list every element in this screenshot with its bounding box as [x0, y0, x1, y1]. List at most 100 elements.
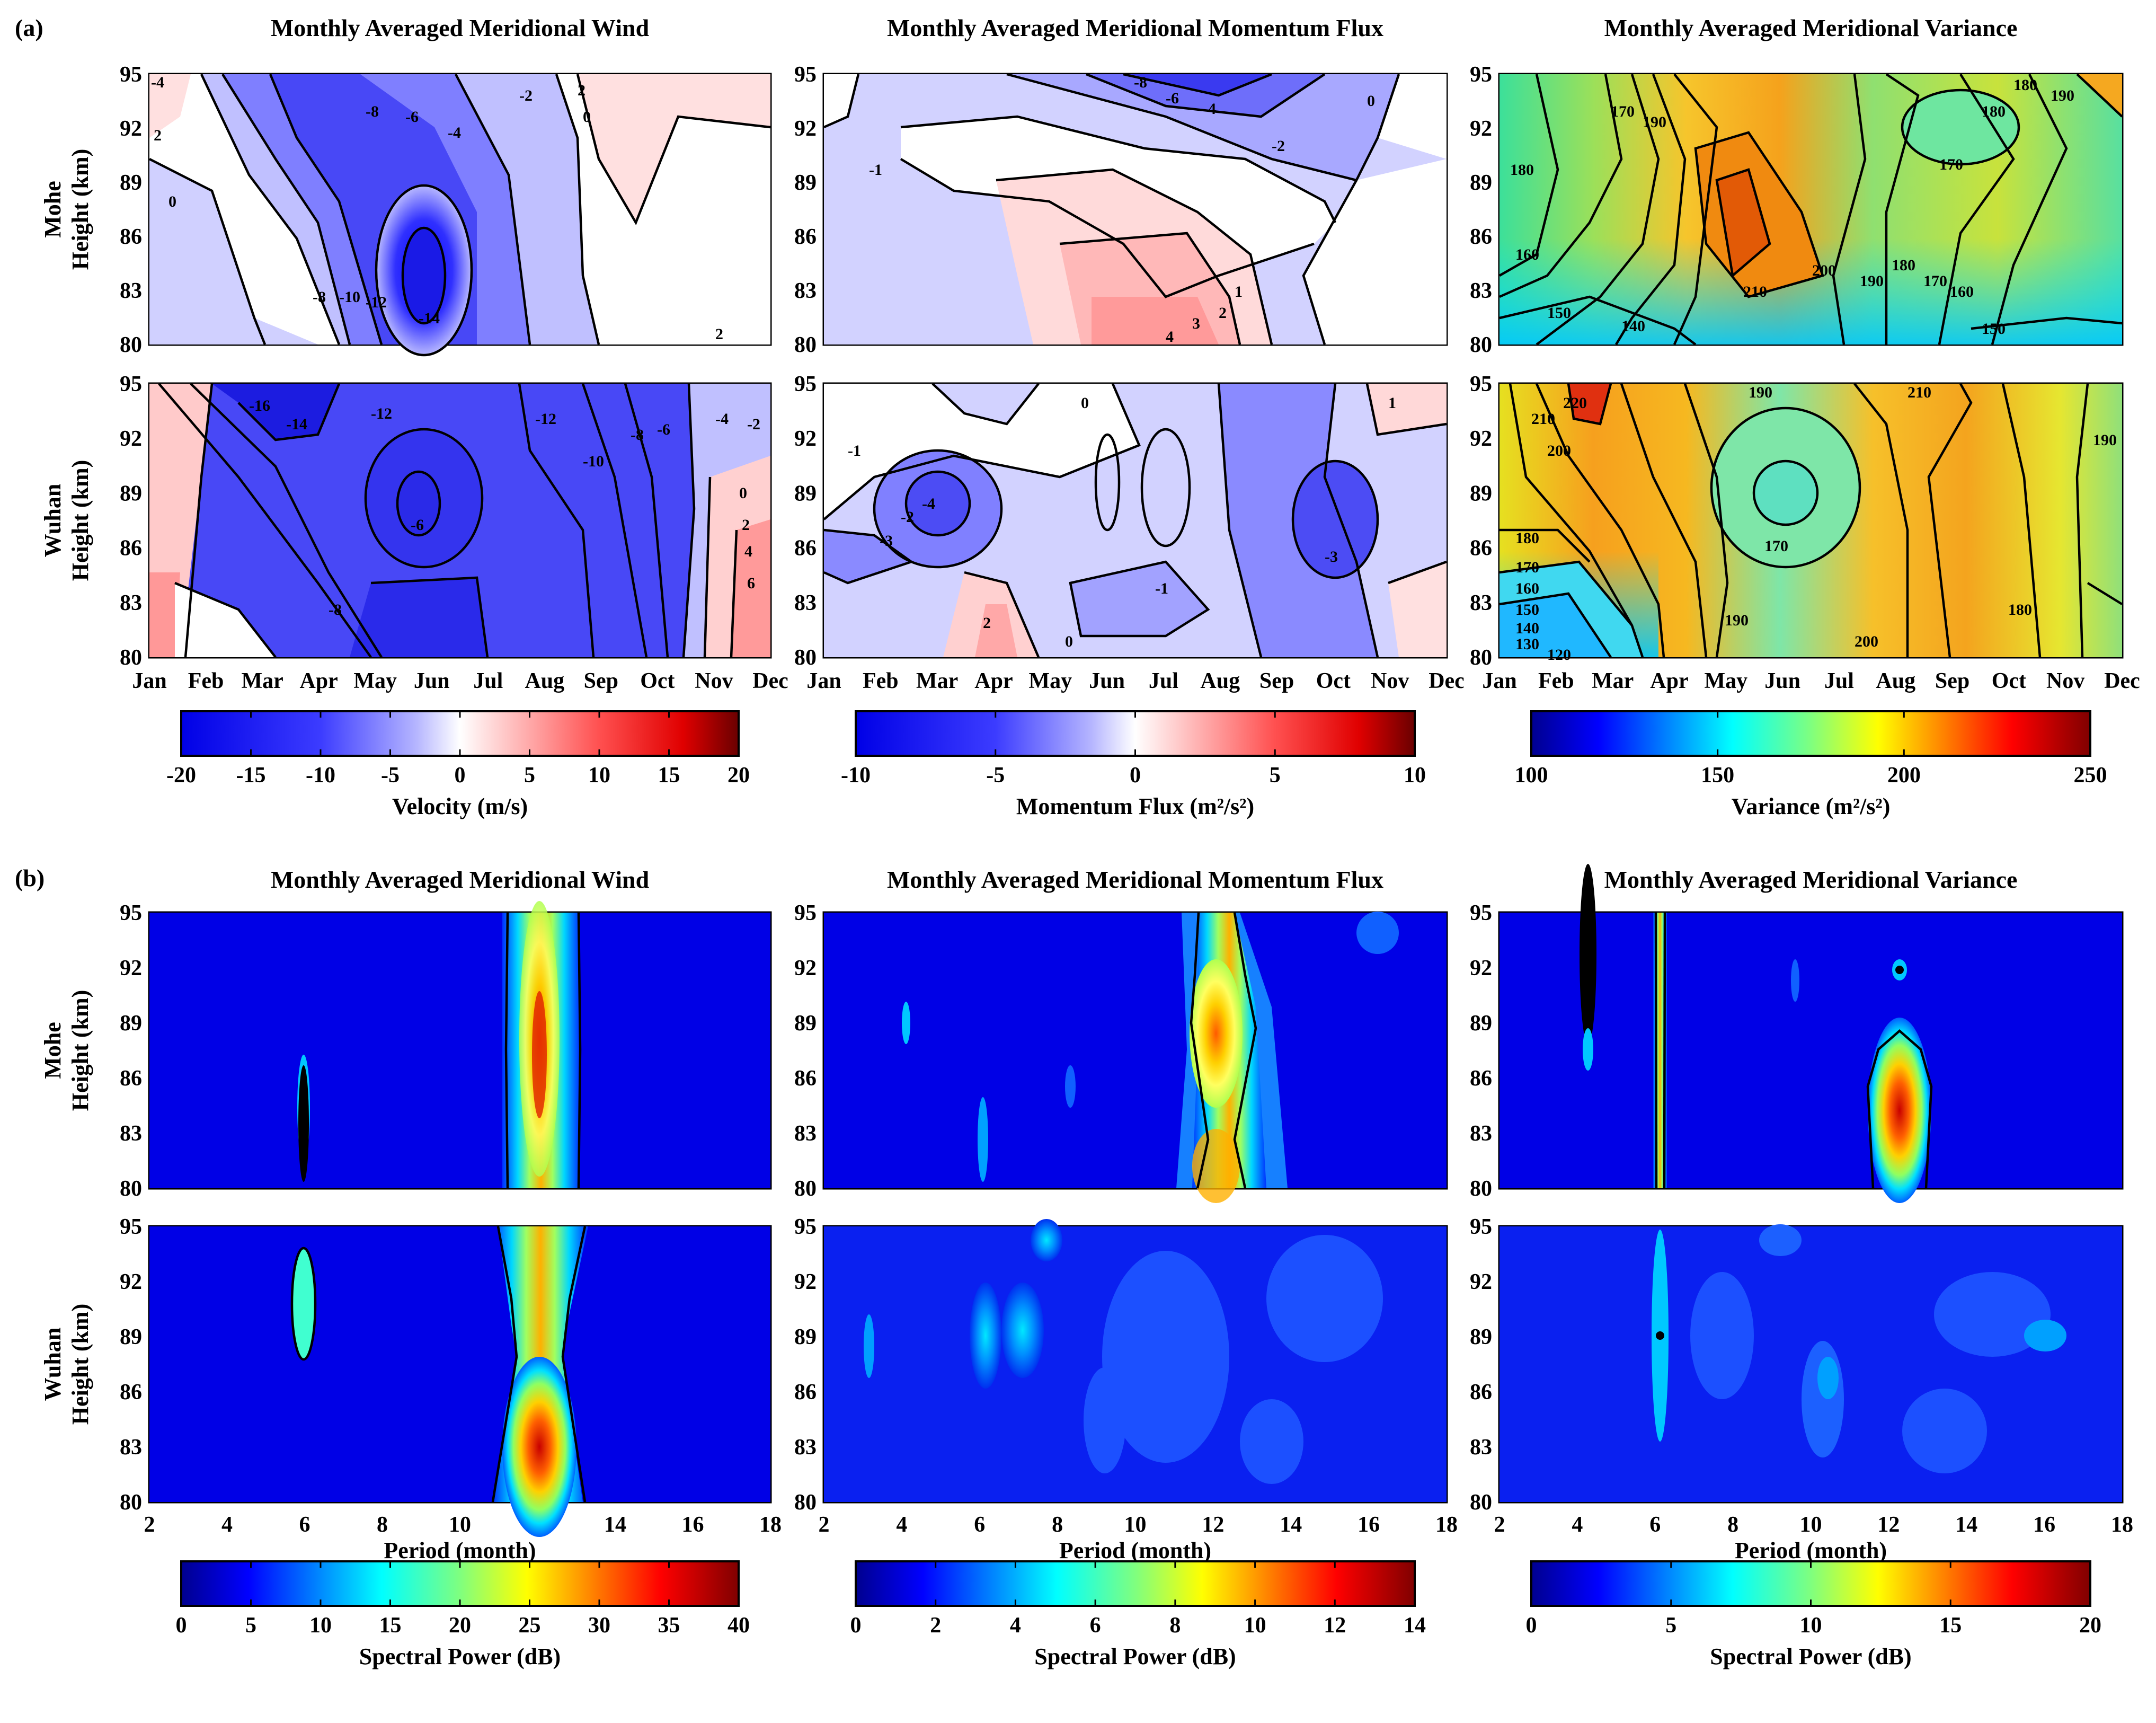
y-tick-label: 92: [794, 427, 817, 451]
contour-label: -4: [715, 410, 729, 428]
x-tick-label: Oct: [1316, 669, 1351, 693]
contour-label: 150: [1515, 601, 1539, 618]
colorbar-tick-label: 25: [519, 1613, 541, 1638]
x-tick-label: Jul: [1149, 669, 1178, 693]
contour-label: -6: [1166, 90, 1179, 107]
colorbar-label: Spectral Power (dB): [1710, 1644, 1911, 1669]
x-axis-label: Period (month): [1059, 1538, 1211, 1563]
colorbar-tick-label: 35: [658, 1613, 680, 1638]
panel-title: Monthly Averaged Meridional Momentum Flu…: [887, 14, 1383, 41]
x-tick-label: 10: [449, 1513, 471, 1537]
contour-label: 2: [578, 82, 585, 99]
y-tick-label: 80: [1470, 646, 1492, 670]
y-tick-label: 80: [794, 333, 817, 357]
contour-label: 170: [1611, 103, 1635, 120]
contour-label: 0: [1065, 633, 1073, 650]
y-tick-label: 89: [120, 481, 142, 506]
x-tick-label: Mar: [1592, 669, 1634, 693]
x-tick-label: 6: [1649, 1513, 1661, 1537]
colorbar-tick-label: 8: [1169, 1613, 1181, 1638]
y-tick-label: 95: [1470, 901, 1492, 925]
contour-label: 210: [1907, 384, 1931, 401]
y-tick-label: 83: [794, 591, 817, 615]
x-tick-label: 16: [2033, 1513, 2055, 1537]
x-tick-label: Jun: [1089, 669, 1125, 693]
y-tick-label: 86: [794, 225, 817, 249]
y-tick-label: 92: [794, 117, 817, 141]
colorbar-tick-label: 30: [588, 1613, 610, 1638]
y-tick-label: 92: [120, 1270, 142, 1294]
colorbar-tick-label: 0: [850, 1613, 862, 1638]
x-tick-label: Jun: [414, 669, 450, 693]
contour-label: 180: [1982, 103, 2006, 120]
colorbar: [1531, 711, 2090, 756]
x-tick-label: 18: [2111, 1513, 2133, 1537]
contour-label: -10: [339, 288, 360, 306]
x-tick-label: Apr: [1650, 669, 1688, 693]
x-tick-label: 10: [1124, 1513, 1147, 1537]
station-label: Mohe: [40, 1022, 66, 1079]
x-tick-label: Nov: [2046, 669, 2084, 693]
y-tick-label: 80: [1470, 333, 1492, 357]
colorbar-tick-label: 0: [1130, 763, 1141, 788]
x-tick-label: 18: [759, 1513, 782, 1537]
x-tick-label: 14: [1280, 1513, 1302, 1537]
y-tick-label: 89: [1470, 481, 1492, 506]
y-tick-label: 95: [794, 1215, 817, 1239]
colorbar-tick-label: -5: [986, 763, 1005, 788]
contour-label: -8: [329, 601, 342, 618]
y-tick-label: 83: [120, 1435, 142, 1460]
contour-label: -10: [583, 453, 604, 470]
colorbar-tick-label: 15: [379, 1613, 402, 1638]
y-tick-label: 95: [120, 901, 142, 925]
y-tick-label: 80: [120, 333, 142, 357]
colorbar-tick-label: 0: [176, 1613, 187, 1638]
y-tick-label: 95: [1470, 372, 1492, 396]
x-tick-label: 8: [1052, 1513, 1063, 1537]
contour-label: -8: [1134, 74, 1147, 91]
station-label: Wuhan: [40, 1328, 66, 1401]
contour-label: 130: [1515, 635, 1539, 653]
y-tick-label: 80: [120, 1177, 142, 1201]
y-tick-label: 95: [120, 1215, 142, 1239]
y-tick-label: 80: [1470, 1490, 1492, 1515]
colorbar-frame: [855, 1560, 1416, 1607]
contour-label: 6: [747, 575, 755, 592]
y-tick-label: 92: [1470, 117, 1492, 141]
colorbar-tick-label: 0: [1526, 1613, 1537, 1638]
x-tick-label: Mar: [241, 669, 283, 693]
height-label: Height (km): [67, 460, 93, 581]
contour-label: 170: [1764, 537, 1788, 555]
y-tick-label: 86: [120, 1066, 142, 1091]
contour-label: -6: [411, 516, 424, 534]
x-tick-label: 6: [299, 1513, 310, 1537]
colorbar-tick-label: 40: [727, 1613, 750, 1638]
panel-b-label: (b): [15, 864, 45, 891]
contour-label: 190: [2051, 87, 2074, 104]
y-tick-label: 83: [120, 1121, 142, 1146]
station-label: Wuhan: [40, 484, 66, 558]
contour-label: 150: [1547, 304, 1571, 322]
contour-label: 2: [1219, 304, 1227, 322]
contour-label: 2: [154, 127, 162, 144]
y-tick-label: 95: [1470, 63, 1492, 87]
x-tick-label: Dec: [1429, 669, 1465, 693]
colorbar-tick-label: 5: [524, 763, 535, 788]
y-tick-label: 89: [1470, 1011, 1492, 1036]
a-var-wuhan-field: 220 210 200 190 180 170 160 150 140 130 …: [1499, 383, 2123, 664]
x-tick-label: Dec: [752, 669, 788, 693]
y-tick-label: 80: [120, 1490, 142, 1515]
x-tick-label: 6: [974, 1513, 985, 1537]
height-label: Height (km): [67, 149, 93, 270]
y-tick-label: 92: [120, 427, 142, 451]
panel-title: Monthly Averaged Meridional Variance: [1604, 14, 2018, 41]
x-tick-label: Sep: [584, 669, 618, 693]
colorbar-tick-label: 4: [1010, 1613, 1021, 1638]
contour-label: 190: [1725, 612, 1749, 629]
y-tick-label: 80: [794, 1490, 817, 1515]
contour-label: 0: [1081, 394, 1089, 412]
x-tick-label: Jan: [806, 669, 841, 693]
x-tick-label: 10: [1800, 1513, 1822, 1537]
